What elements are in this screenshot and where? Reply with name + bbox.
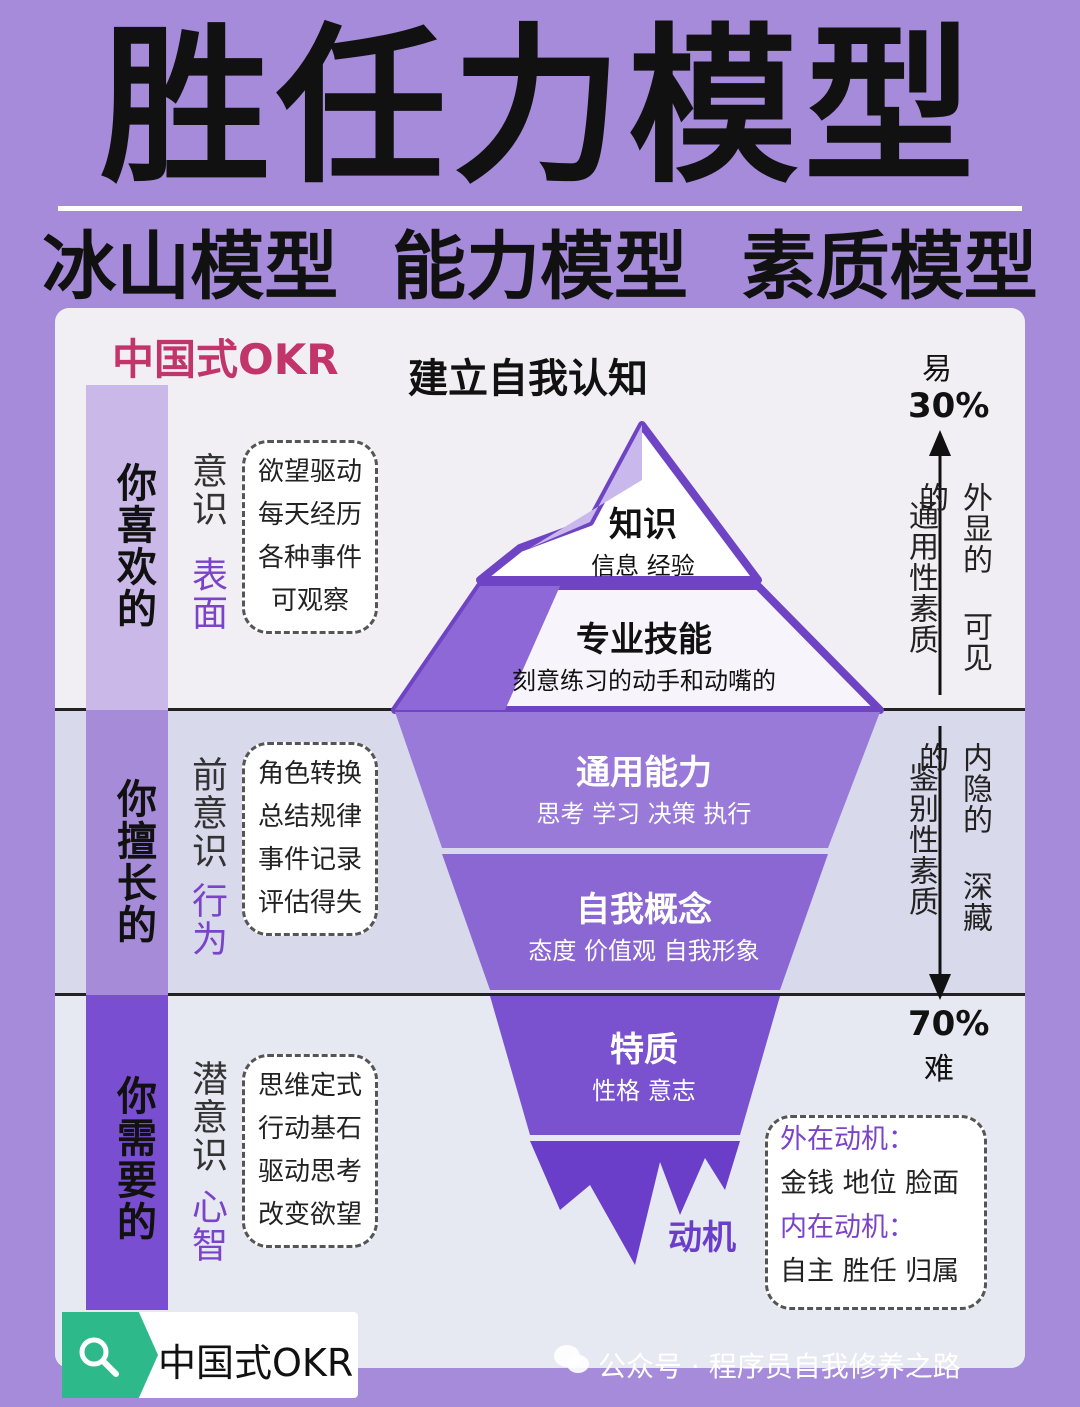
list-item: 事件记录 (257, 845, 362, 875)
watermark-text: 公众号 · 程序员自我修养之路 (598, 1350, 961, 1383)
label-you-good-at: 你擅长的 (110, 778, 156, 946)
general-quality-label: 通用性素质 (903, 500, 938, 655)
list-item: 评估得失 (257, 888, 362, 918)
main-title: 胜任力模型 (99, 9, 980, 207)
search-badge-tab (62, 1312, 158, 1398)
iceberg-general-ability (395, 712, 880, 848)
left-bar-like (86, 385, 168, 710)
search-icon (79, 1337, 119, 1377)
top-percent: 30% (908, 386, 990, 426)
self-concept-sub: 态度 价值观 自我形象 (528, 937, 760, 965)
search-badge-text: 中国式OKR (158, 1341, 354, 1385)
subtitle-row: 冰山模型 能力模型 素质模型 (0, 222, 1080, 312)
list-item: 每天经历 (257, 500, 362, 530)
knowledge-title: 知识 (609, 505, 677, 545)
subtitle-iceberg-model: 冰山模型 (42, 224, 339, 310)
self-concept-title: 自我概念 (576, 890, 712, 930)
lower-divider (55, 993, 1025, 996)
title-divider (58, 206, 1022, 211)
hidden-label: 内隐的 深藏的 (913, 742, 992, 933)
label-mind: 心智 (186, 1188, 227, 1264)
list-item: 欲望驱动 (257, 457, 362, 487)
label-subconscious: 潜意识 (186, 1060, 227, 1174)
label-preconscious: 前意识 (186, 756, 227, 870)
general-title: 通用能力 (576, 753, 712, 793)
label-you-like: 你喜欢的 (110, 462, 156, 630)
intrinsic-label: 内在动机： (780, 1212, 915, 1243)
hard-label: 难 (924, 1052, 954, 1087)
iceberg-tip-shadow (530, 425, 642, 548)
center-heading: 建立自我认知 (408, 356, 648, 402)
iceberg-knowledge-label: 知识 信息 经验 (543, 497, 743, 581)
iceberg-snow-shadow (395, 586, 560, 710)
wechat-icon (554, 1345, 589, 1373)
list-item: 角色转换 (257, 759, 362, 789)
iceberg-skills-label: 专业技能 刻意练习的动手和动嘴的 (464, 612, 824, 696)
subtitle-ability-model: 能力模型 (392, 224, 688, 310)
list-item: 驱动思考 (257, 1157, 362, 1187)
intrinsic-items: 自主 胜任 归属 (780, 1256, 960, 1287)
iceberg-self-concept-label: 自我概念 态度 价值观 自我形象 (464, 882, 824, 966)
label-consciousness: 意识 (186, 452, 227, 528)
list-item: 改变欲望 (257, 1200, 362, 1230)
bottom-percent: 70% (908, 1004, 990, 1044)
easy-label: 易 (922, 352, 952, 387)
like-items-box: 欲望驱动 每天经历 各种事件 可观察 (242, 440, 378, 634)
iceberg-motive (530, 1141, 740, 1265)
list-item: 思维定式 (257, 1071, 362, 1101)
general-sub: 思考 学习 决策 执行 (536, 800, 752, 828)
need-items-box: 思维定式 行动基石 驱动思考 改变欲望 (242, 1054, 378, 1248)
extrinsic-label: 外在动机： (780, 1124, 915, 1155)
iceberg-self-concept (442, 854, 828, 990)
skills-sub: 刻意练习的动手和动嘴的 (512, 667, 776, 695)
traits-title: 特质 (610, 1030, 678, 1070)
visible-label: 外显的 可见的 (913, 482, 992, 673)
iceberg-traits (490, 996, 780, 1135)
iceberg-traits-label: 特质 性格 意志 (544, 1022, 744, 1106)
iceberg-general-label: 通用能力 思考 学习 决策 执行 (464, 745, 824, 829)
label-behavior: 行为 (186, 882, 227, 958)
left-bar-good-at (86, 710, 168, 995)
label-surface: 表面 (186, 556, 227, 632)
list-item: 可观察 (270, 586, 349, 616)
extrinsic-items: 金钱 地位 脸面 (780, 1168, 960, 1199)
subtitle-quality-model: 素质模型 (741, 224, 1038, 310)
list-item: 各种事件 (257, 543, 362, 573)
traits-sub: 性格 意志 (592, 1077, 696, 1105)
motive-box: 外在动机： 金钱 地位 脸面 内在动机： 自主 胜任 归属 (765, 1115, 987, 1310)
iceberg-diagram (391, 421, 884, 1265)
knowledge-sub: 信息 经验 (591, 552, 695, 580)
distinguishing-quality-label: 鉴别性素质 (903, 762, 938, 917)
list-item: 行动基石 (257, 1114, 362, 1144)
label-you-need: 你需要的 (110, 1075, 156, 1243)
brand-label-top: 中国式OKR (112, 335, 339, 384)
list-item: 总结规律 (257, 802, 362, 832)
vertical-arrow (929, 430, 951, 1000)
good-at-items-box: 角色转换 总结规律 事件记录 评估得失 (242, 742, 378, 936)
left-bar-need (86, 995, 168, 1310)
motive-label: 动机 (668, 1218, 736, 1258)
skills-title: 专业技能 (576, 620, 712, 660)
